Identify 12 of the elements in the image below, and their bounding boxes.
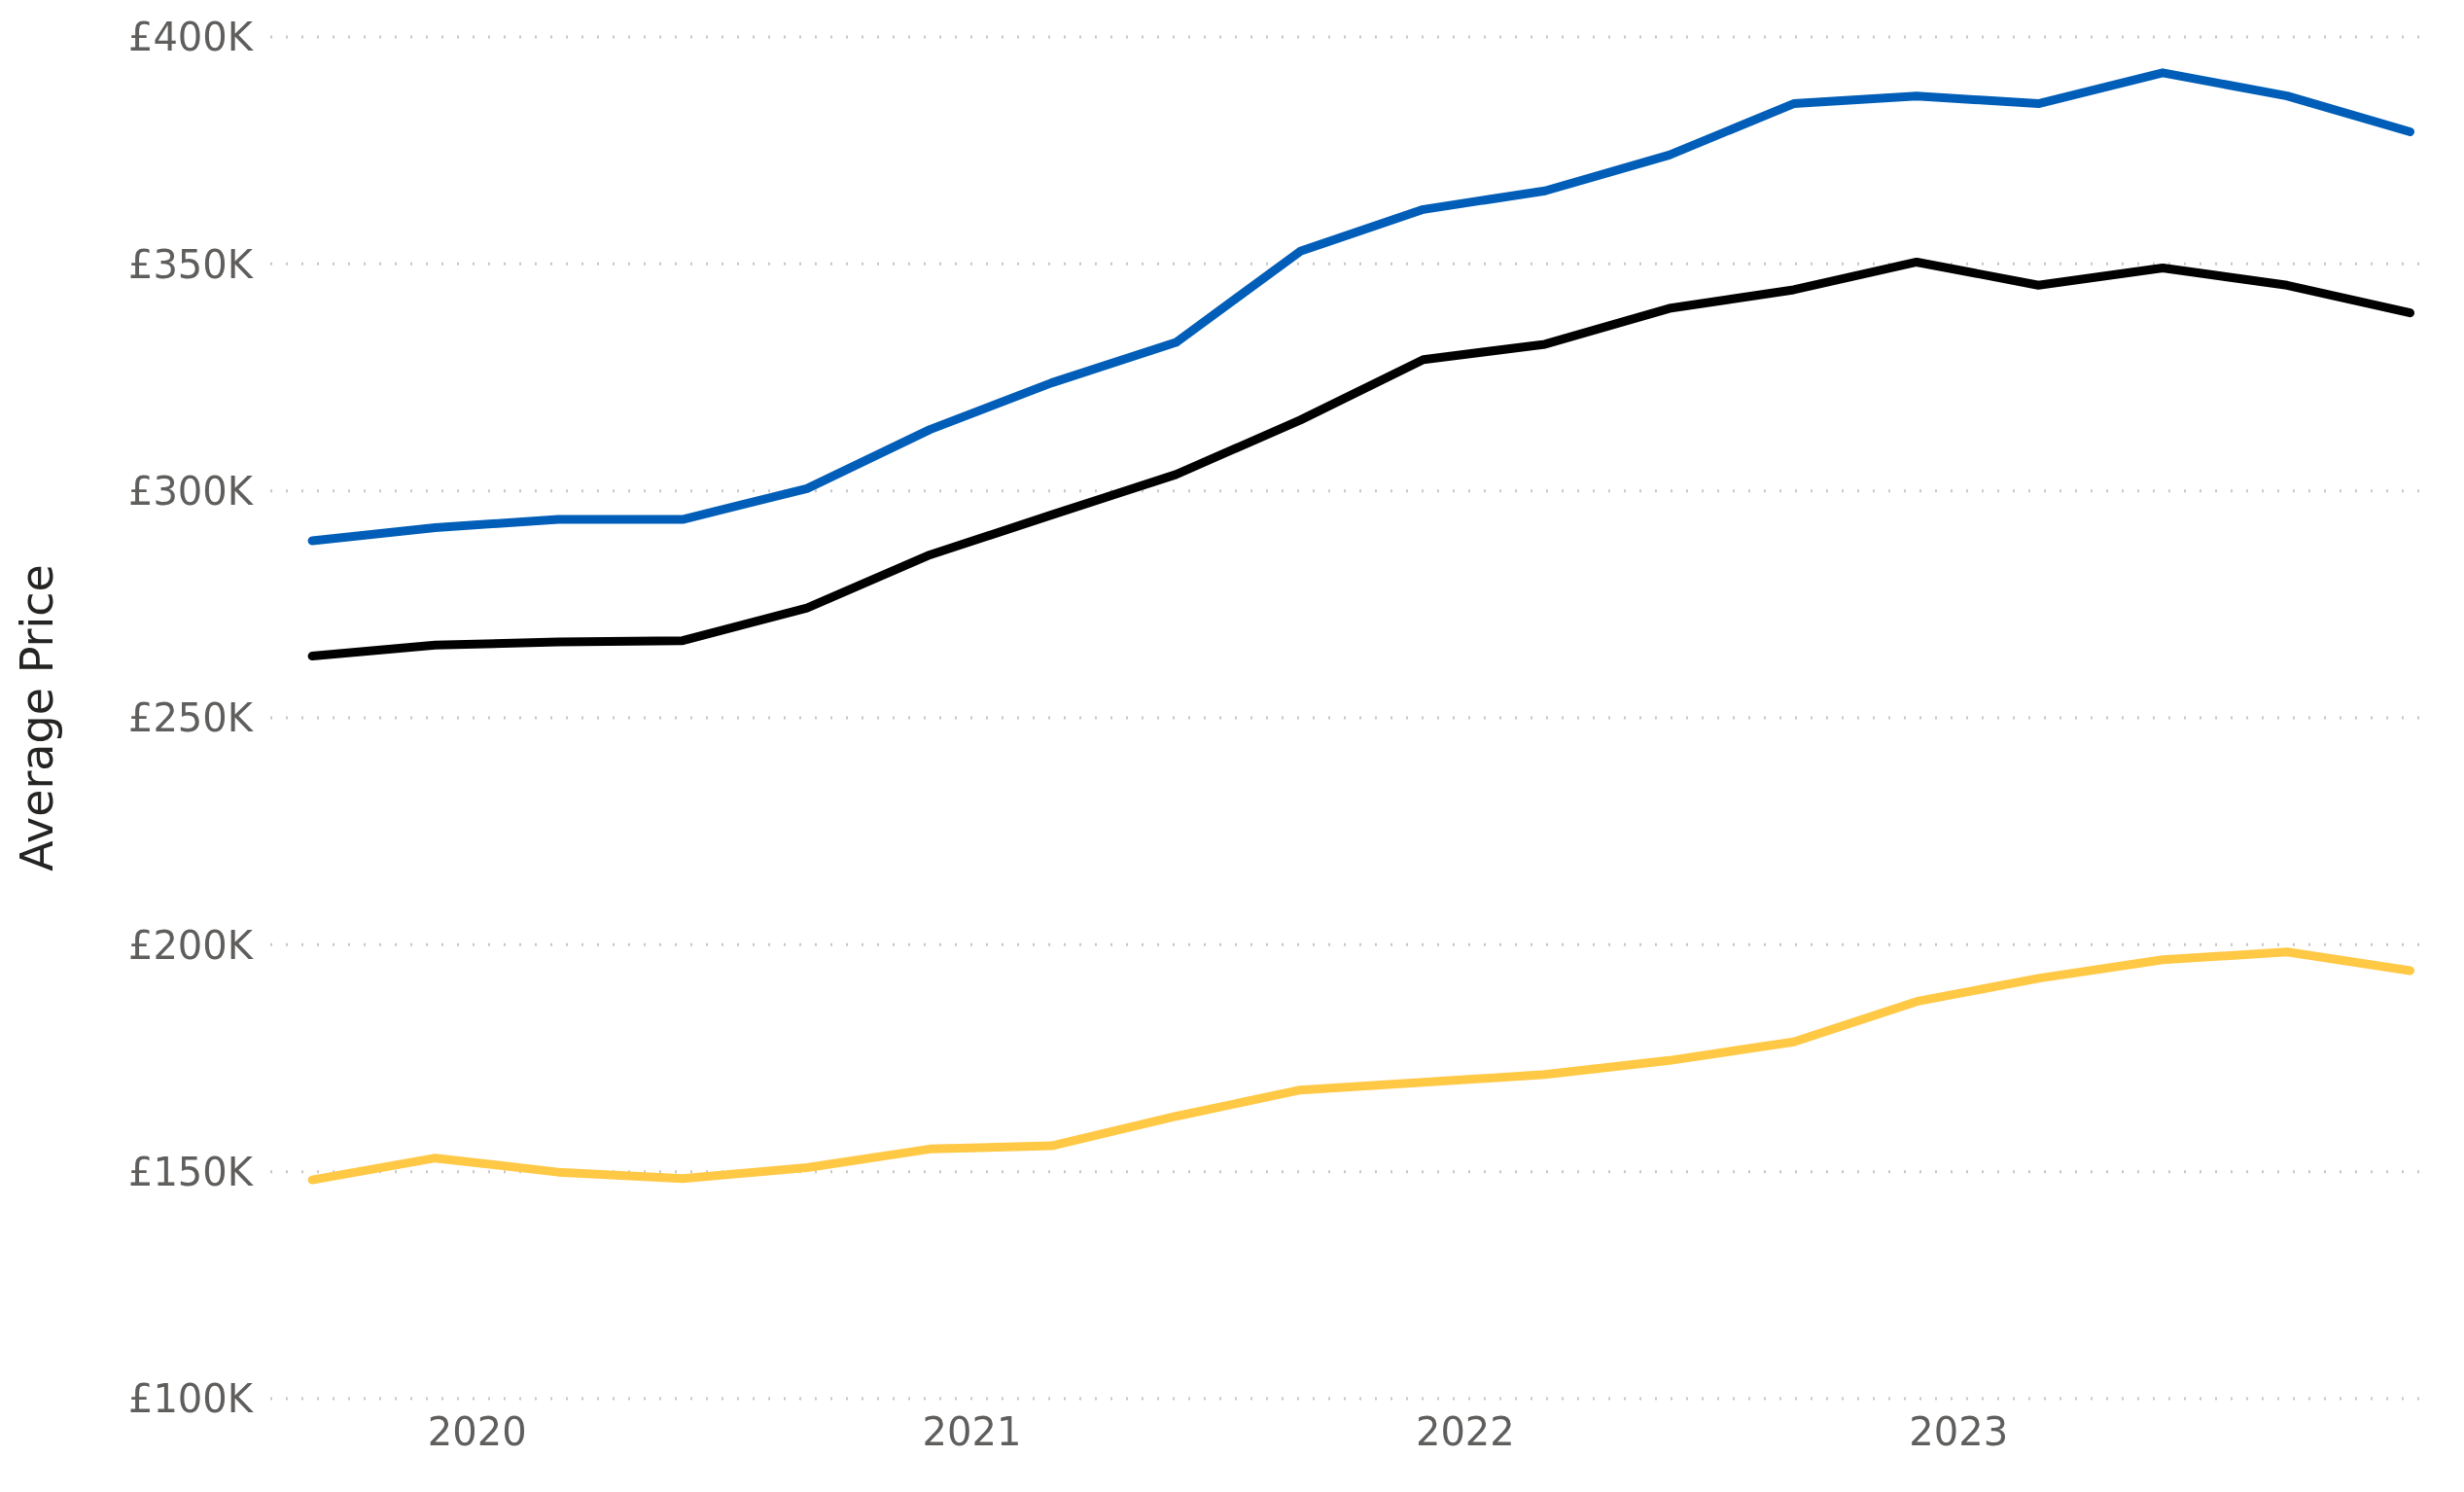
- y-tick-label: £300K: [127, 468, 255, 514]
- y-tick-label: £250K: [127, 695, 255, 741]
- y-tick-label: £100K: [127, 1376, 255, 1422]
- y-tick-label: £350K: [127, 241, 255, 287]
- x-tick-label: 2020: [427, 1409, 527, 1455]
- x-tick-label: 2023: [1909, 1409, 2009, 1455]
- y-axis-title: Average Price: [11, 564, 64, 871]
- x-tick-label: 2021: [922, 1409, 1022, 1455]
- y-tick-label: £400K: [127, 15, 255, 60]
- y-tick-label: £150K: [127, 1149, 255, 1194]
- x-tick-label: 2022: [1415, 1409, 1515, 1455]
- y-tick-label: £200K: [127, 922, 255, 968]
